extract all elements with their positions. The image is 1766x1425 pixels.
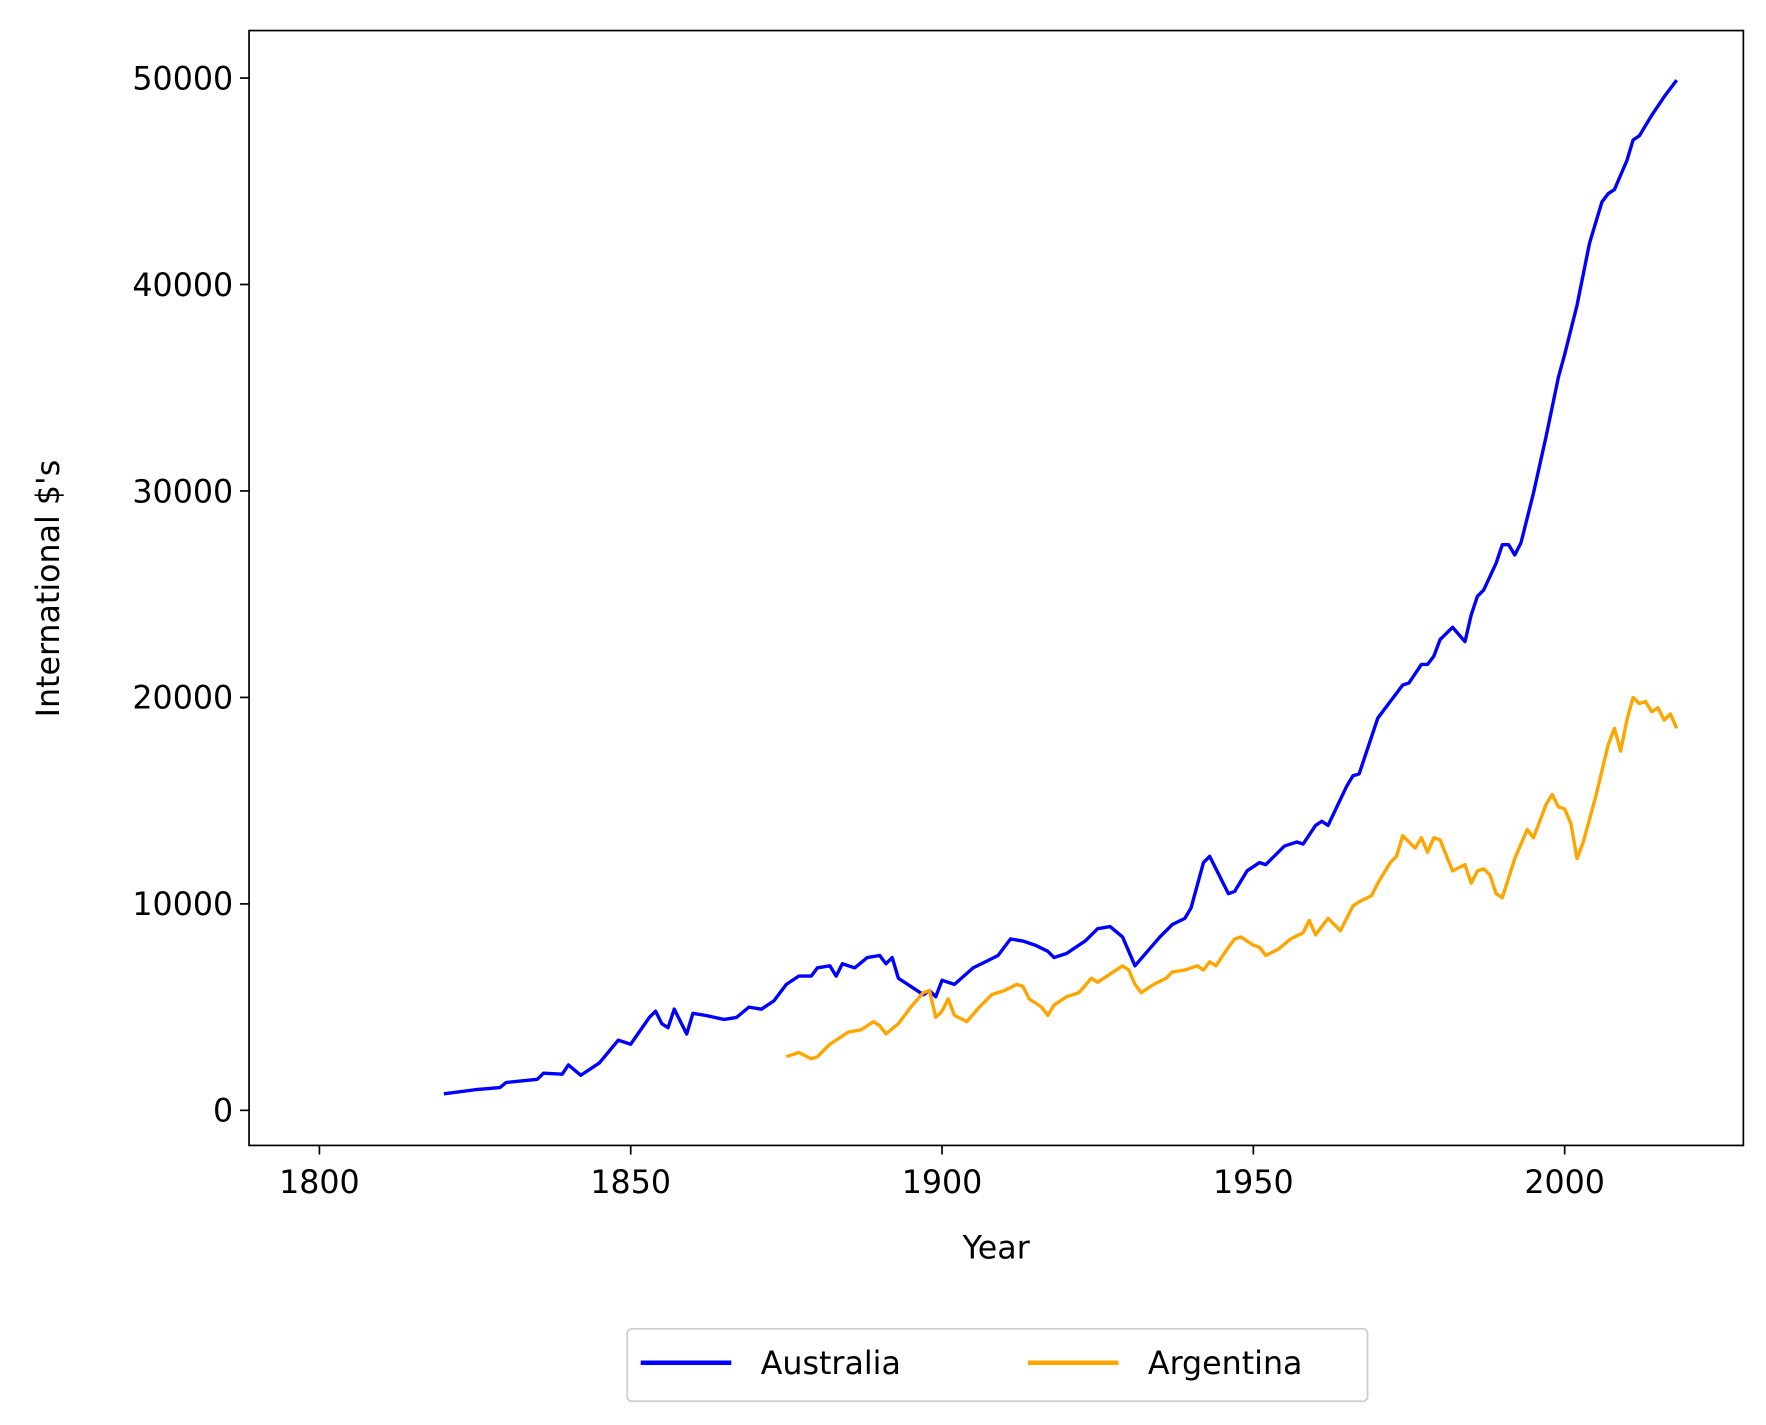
legend-box — [626, 1327, 1369, 1403]
x-tick-label: 1850 — [590, 1165, 671, 1201]
y-tick-label: 30000 — [132, 474, 233, 510]
legend-label: Australia — [761, 1346, 901, 1382]
y-tick-label: 50000 — [132, 61, 233, 97]
line-series — [785, 695, 1679, 1061]
y-tick-label: 10000 — [132, 887, 233, 923]
y-axis-label: International $'s — [31, 460, 67, 718]
y-tick-label: 40000 — [132, 268, 233, 304]
line-series — [443, 79, 1679, 1096]
y-tick-label: 0 — [213, 1094, 233, 1130]
y-tick-label: 20000 — [132, 681, 233, 717]
legend-label: Argentina — [1148, 1346, 1303, 1382]
x-tick-label: 1900 — [902, 1165, 983, 1201]
x-tick-label: 1800 — [279, 1165, 360, 1201]
x-tick-label: 2000 — [1524, 1165, 1605, 1201]
x-axis-label: Year — [962, 1231, 1031, 1267]
x-tick-label: 1950 — [1213, 1165, 1294, 1201]
plot-frame — [248, 29, 1745, 1147]
